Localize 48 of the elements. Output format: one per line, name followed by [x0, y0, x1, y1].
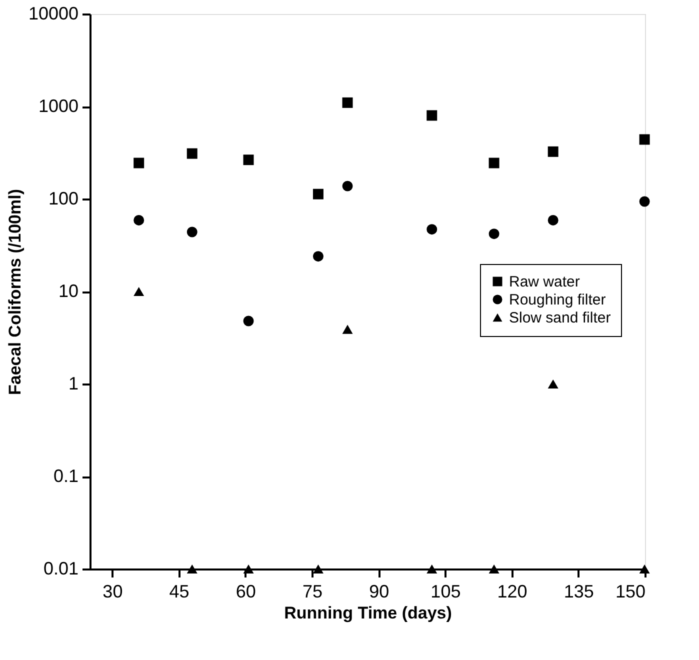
point [548, 214, 558, 226]
x-tick-label: 90 [369, 582, 390, 602]
point [134, 214, 144, 226]
y-tick-label: 1000 [38, 96, 78, 116]
point [186, 564, 198, 574]
point [639, 564, 650, 574]
point [342, 97, 353, 108]
x-tick-label: 105 [430, 582, 461, 602]
point [426, 564, 438, 574]
x-tick-label: 30 [102, 582, 123, 602]
y-tick-label: 10000 [28, 4, 78, 24]
point [134, 158, 144, 168]
x-tick-label: 120 [497, 582, 528, 602]
legend-label: Raw water [509, 274, 580, 290]
legend-label: Roughing filter [509, 292, 606, 308]
point [639, 134, 650, 145]
x-tick-label: 45 [169, 582, 190, 602]
point [243, 316, 254, 326]
point [312, 251, 324, 262]
point [548, 146, 558, 157]
point [548, 379, 558, 389]
x-tick-label: 135 [564, 582, 594, 602]
x-tick-label: 60 [236, 582, 256, 602]
point [342, 324, 353, 334]
point [426, 110, 438, 121]
x-tick-label: 75 [302, 582, 323, 602]
point [488, 228, 500, 240]
y-tick-label: 0.1 [53, 466, 78, 486]
point [186, 148, 198, 159]
y-tick-label: 100 [48, 188, 78, 208]
point [426, 224, 438, 235]
point [243, 564, 254, 574]
y-tick-label: 1 [68, 374, 78, 394]
point [312, 564, 324, 574]
x-tick-label: 150 [615, 582, 646, 602]
point [488, 564, 500, 574]
point [488, 158, 500, 168]
point [186, 226, 198, 238]
y-axis-title: Faecal Coliforms (/100ml) [5, 189, 24, 395]
x-axis-title: Running Time (days) [284, 604, 452, 622]
y-tick-label: 10 [58, 281, 78, 301]
point [134, 286, 144, 296]
point [639, 196, 650, 207]
point [312, 188, 324, 200]
y-tick-label: 0.01 [43, 558, 78, 578]
point [342, 180, 353, 192]
point [243, 154, 254, 166]
legend-label: Slow sand filter [509, 310, 611, 326]
